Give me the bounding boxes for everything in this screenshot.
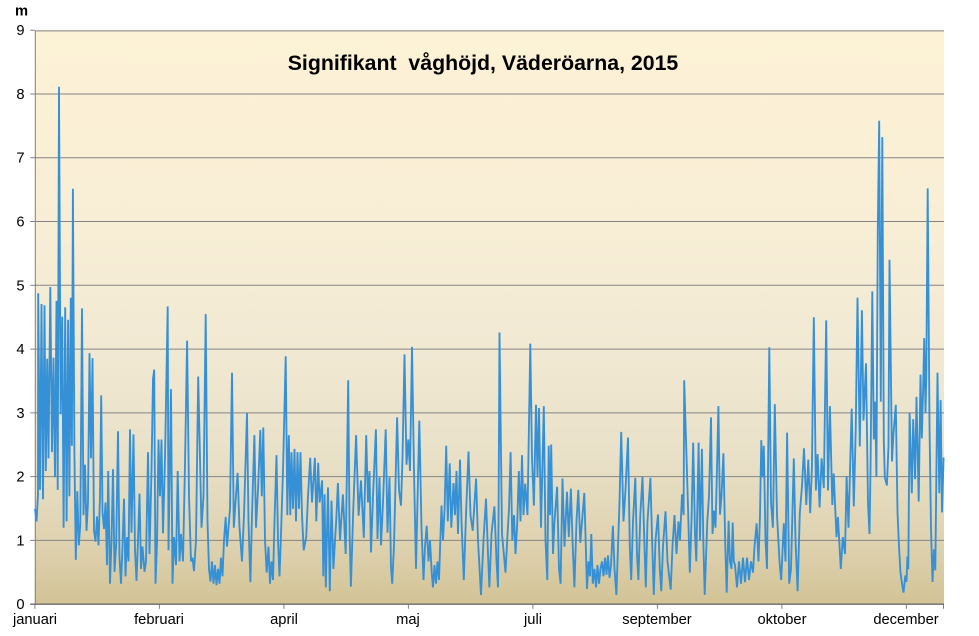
svg-text:december: december — [873, 612, 938, 628]
svg-text:2: 2 — [16, 470, 24, 486]
svg-text:april: april — [270, 612, 298, 628]
svg-text:juli: juli — [523, 612, 542, 628]
svg-text:4: 4 — [16, 342, 24, 358]
svg-text:oktober: oktober — [758, 612, 807, 628]
svg-text:6: 6 — [16, 215, 24, 231]
svg-text:3: 3 — [16, 406, 24, 422]
svg-text:0: 0 — [16, 597, 24, 613]
svg-text:5: 5 — [16, 278, 24, 294]
svg-text:februari: februari — [134, 612, 184, 628]
svg-text:7: 7 — [16, 151, 24, 167]
svg-text:september: september — [622, 612, 692, 628]
svg-text:m: m — [15, 3, 28, 19]
svg-text:8: 8 — [16, 87, 24, 103]
svg-text:1: 1 — [16, 533, 24, 549]
svg-text:9: 9 — [16, 23, 24, 39]
svg-text:Signifikant våghöjd, Väderöar: Signifikant våghöjd, Väderöarna, 2015 — [288, 51, 679, 75]
svg-text:maj: maj — [396, 612, 420, 628]
svg-text:januari: januari — [12, 612, 57, 628]
